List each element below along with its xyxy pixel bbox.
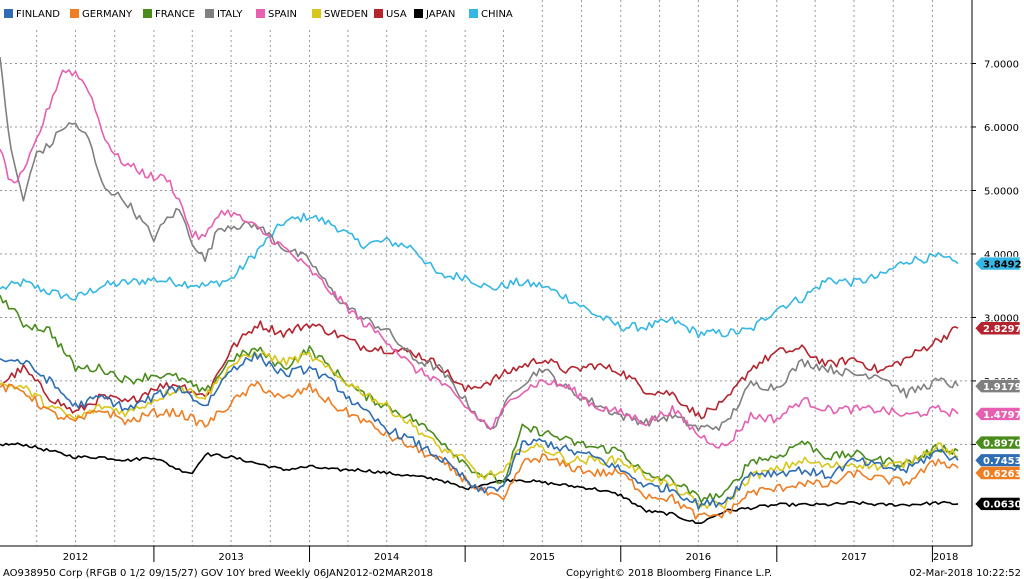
- legend-swatch: [312, 9, 321, 18]
- value-tag-box: [974, 379, 1021, 393]
- footer-right: 02-Mar-2018 10:22:52: [909, 568, 1021, 579]
- legend-label: GERMANY: [82, 9, 133, 20]
- legend-item-germany: GERMANY: [70, 9, 133, 20]
- value-tag-box: [974, 407, 1021, 421]
- series-line-france: [0, 294, 959, 504]
- legend-item-china: CHINA: [469, 9, 513, 20]
- legend-swatch: [414, 9, 423, 18]
- legend-label: CHINA: [481, 9, 513, 20]
- value-tag-label: 3.8492: [983, 259, 1022, 270]
- x-year-label: 2017: [841, 552, 866, 563]
- series-line-china: [0, 212, 959, 339]
- value-tags: 3.8492 2.8297 1.9179 1.4797 0.8970 0.7453 0.62…: [974, 256, 1022, 511]
- legend-item-spain: SPAIN: [256, 9, 297, 20]
- value-tag-label: 0.8970: [983, 438, 1022, 449]
- y-tick-label: 4.0000: [984, 250, 1019, 261]
- value-tag-box: [974, 321, 1021, 336]
- y-tick-label: 5.0000: [984, 186, 1019, 197]
- series-line-finland: [0, 351, 959, 510]
- series-line-usa: [0, 320, 959, 420]
- legend-swatch: [4, 9, 13, 18]
- x-year-label: 2015: [530, 552, 555, 563]
- legend-item-japan: JAPAN: [414, 9, 455, 20]
- value-tag-box: [974, 435, 1021, 450]
- value-tag-label: 0.7453: [983, 456, 1022, 467]
- legend-swatch: [374, 9, 383, 18]
- series-line-japan: [0, 442, 959, 525]
- y-tick-label: 6.0000: [984, 123, 1019, 134]
- x-year-label: 2014: [374, 552, 399, 563]
- value-tag-box: [974, 497, 1021, 511]
- legend: FINLAND GERMANY FRANCE ITALY SPAIN SWEDEN USA J…: [0, 0, 527, 27]
- legend-label: FRANCE: [155, 9, 195, 20]
- legend-swatch: [205, 9, 214, 18]
- y-tick-label: 7.0000: [984, 59, 1019, 70]
- legend-label: ITALY: [217, 9, 243, 20]
- series-lines: [0, 57, 959, 525]
- legend-item-france: FRANCE: [143, 9, 195, 20]
- legend-label: SWEDEN: [324, 9, 368, 20]
- value-tag-label: 1.4797: [983, 410, 1022, 421]
- legend-label: JAPAN: [425, 9, 455, 20]
- legend-label: FINLAND: [16, 9, 60, 20]
- footer: AO938950 Corp (RFGB 0 1/2 09/15/27) GOV …: [0, 565, 1024, 579]
- footer-background: [0, 565, 1024, 579]
- series-line-sweden: [0, 350, 959, 510]
- value-tag-box: [974, 453, 1021, 468]
- x-year-label: 2016: [686, 552, 711, 563]
- x-axis: 2012 2013 2014 2015 2016 2017 2018: [0, 545, 972, 565]
- y-tick-label: 3.0000: [984, 313, 1019, 324]
- legend-swatch: [256, 9, 265, 18]
- grid: [0, 0, 972, 546]
- value-tag-germany: 0.6263: [974, 466, 1022, 480]
- x-year-label: 2018: [933, 552, 958, 563]
- legend-swatch: [143, 9, 152, 18]
- value-tag-label: 1.9179: [983, 382, 1022, 393]
- value-tag-japan: 0.0630: [974, 497, 1022, 511]
- x-year-label: 2013: [218, 552, 243, 563]
- legend-label: USA: [386, 9, 407, 20]
- legend-swatch: [469, 9, 478, 18]
- value-tag-box: [974, 256, 1021, 271]
- footer-center: Copyright© 2018 Bloomberg Finance L.P.: [566, 568, 772, 579]
- value-tag-label: 2.8297: [983, 324, 1022, 335]
- legend-item-finland: FINLAND: [4, 9, 60, 20]
- series-line-spain: [0, 69, 959, 449]
- value-tag-finland: 0.7453: [974, 453, 1022, 468]
- value-tag-label: 0.6263: [983, 469, 1022, 480]
- legend-item-usa: USA: [374, 9, 407, 20]
- value-tag-china: 3.8492: [974, 256, 1022, 271]
- legend-item-italy: ITALY: [205, 9, 243, 20]
- value-tag-usa: 2.8297: [974, 321, 1022, 336]
- value-tag-spain: 1.4797: [974, 407, 1022, 421]
- x-axis-band: [0, 546, 972, 565]
- value-tag-label: 0.0630: [983, 500, 1022, 511]
- legend-swatch: [70, 9, 79, 18]
- x-year-label: 2012: [63, 552, 88, 563]
- legend-label: SPAIN: [268, 9, 297, 20]
- value-tag-italy: 1.9179: [974, 379, 1022, 393]
- legend-item-sweden: SWEDEN: [312, 9, 368, 20]
- value-tag-france: 0.8970: [974, 435, 1022, 450]
- value-tag-box: [974, 466, 1021, 480]
- footer-left: AO938950 Corp (RFGB 0 1/2 09/15/27) GOV …: [3, 568, 433, 579]
